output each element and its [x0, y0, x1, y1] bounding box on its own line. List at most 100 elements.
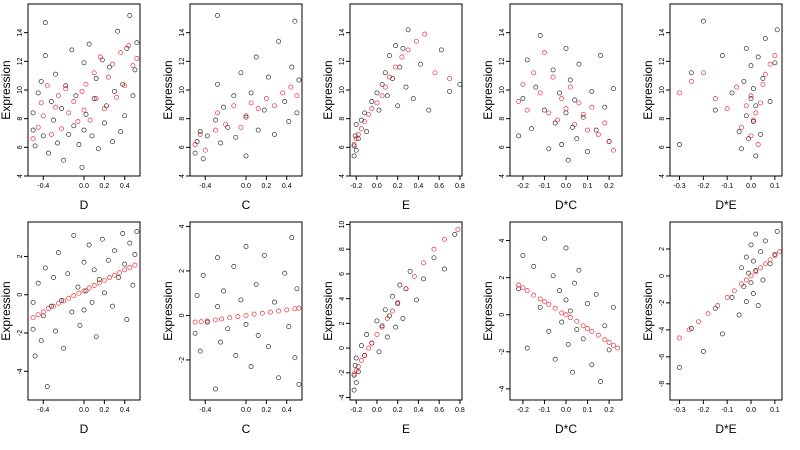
data-point — [393, 64, 399, 70]
data-point — [83, 81, 89, 87]
data-point — [741, 78, 747, 84]
data-point — [227, 315, 233, 321]
data-point — [286, 119, 292, 124]
x-axis-label: D*C — [555, 198, 577, 212]
data-point — [762, 71, 768, 77]
data-point — [66, 110, 72, 116]
data-point — [563, 45, 569, 51]
data-point — [559, 310, 565, 316]
data-point — [537, 304, 543, 310]
y-tick-label: 2 — [339, 321, 346, 325]
data-point — [382, 307, 388, 313]
data-point — [130, 282, 136, 288]
data-point — [110, 61, 115, 67]
y-tick-label: 4 — [17, 174, 24, 178]
data-point — [51, 303, 56, 309]
data-point — [105, 74, 111, 80]
data-point — [358, 126, 364, 132]
data-point — [755, 54, 761, 60]
data-point — [572, 97, 578, 103]
data-point — [48, 303, 54, 309]
data-point — [755, 142, 761, 147]
data-point — [374, 318, 380, 324]
data-point — [225, 326, 231, 332]
data-point — [393, 43, 399, 49]
data-point — [83, 111, 89, 117]
data-point — [677, 142, 682, 147]
y-tick-label: -2 — [659, 300, 666, 306]
data-point — [114, 94, 120, 100]
x-tick-label: -0.2 — [517, 407, 529, 414]
x-tick-label: -0.1 — [538, 407, 550, 414]
data-point — [215, 304, 220, 310]
data-point — [352, 133, 358, 139]
data-point — [353, 367, 359, 373]
data-point — [243, 312, 249, 318]
data-point — [413, 38, 419, 44]
y-axis-label: Expression — [641, 281, 655, 340]
y-tick-label: 4 — [339, 174, 346, 178]
data-point — [134, 56, 140, 61]
data-point — [243, 114, 249, 120]
data-point — [353, 136, 359, 142]
data-point — [76, 290, 82, 296]
series-1 — [192, 13, 302, 162]
series-2 — [516, 50, 616, 153]
x-tick-label: 0.2 — [393, 407, 403, 414]
data-point — [542, 107, 547, 113]
data-point — [248, 90, 254, 96]
data-point — [542, 236, 547, 242]
data-point — [87, 117, 93, 123]
y-tick-label: -2 — [17, 330, 24, 336]
x-axis-label: D — [80, 422, 89, 436]
data-point — [81, 288, 87, 294]
data-point — [758, 265, 764, 271]
y-tick-label: 4 — [179, 224, 186, 228]
data-point — [124, 317, 130, 323]
data-point — [606, 139, 612, 145]
data-point — [772, 253, 778, 259]
data-point — [63, 83, 69, 89]
data-point — [572, 121, 578, 127]
data-point — [243, 113, 249, 119]
data-point — [746, 136, 752, 142]
data-point — [233, 134, 239, 140]
data-point — [686, 327, 692, 333]
y-tick-label: -2 — [339, 370, 346, 376]
x-tick-label: 0.6 — [434, 407, 444, 414]
data-point — [99, 236, 105, 242]
data-point — [48, 99, 54, 104]
data-point — [390, 76, 395, 81]
data-point — [758, 131, 764, 137]
series-1 — [192, 235, 302, 392]
data-point — [606, 347, 612, 353]
y-tick-label: 6 — [339, 272, 346, 276]
data-point — [352, 362, 358, 368]
data-point — [289, 64, 295, 70]
data-point — [758, 100, 764, 106]
x-tick-label: 0.2 — [604, 183, 614, 190]
y-tick-label: -6 — [659, 354, 666, 360]
data-point — [192, 330, 198, 336]
data-point — [585, 326, 590, 332]
data-point — [96, 280, 102, 286]
y-tick-label: 6 — [179, 145, 186, 149]
data-point — [59, 298, 65, 303]
data-point — [122, 113, 128, 119]
data-point — [112, 248, 117, 254]
data-point — [705, 311, 711, 317]
data-point — [743, 113, 749, 119]
data-point — [292, 355, 298, 361]
data-point — [395, 103, 401, 109]
data-point — [374, 100, 380, 106]
data-point — [524, 107, 530, 113]
data-point — [741, 284, 747, 290]
panel-10: -0.3 -0.2 -0.1 0.0 0.1 -8 -6 -4 -2 0 2 D*E Expressio… — [641, 221, 783, 436]
data-point — [194, 139, 200, 145]
panel-5: -0.3 -0.2 -0.1 0.0 0.1 4 6 8 10 12 14 D*E Expression — [641, 3, 783, 212]
data-point — [570, 369, 575, 375]
data-point — [615, 345, 621, 351]
y-axis-label: Expression — [321, 281, 335, 340]
data-point — [376, 107, 382, 113]
data-point — [777, 249, 783, 255]
